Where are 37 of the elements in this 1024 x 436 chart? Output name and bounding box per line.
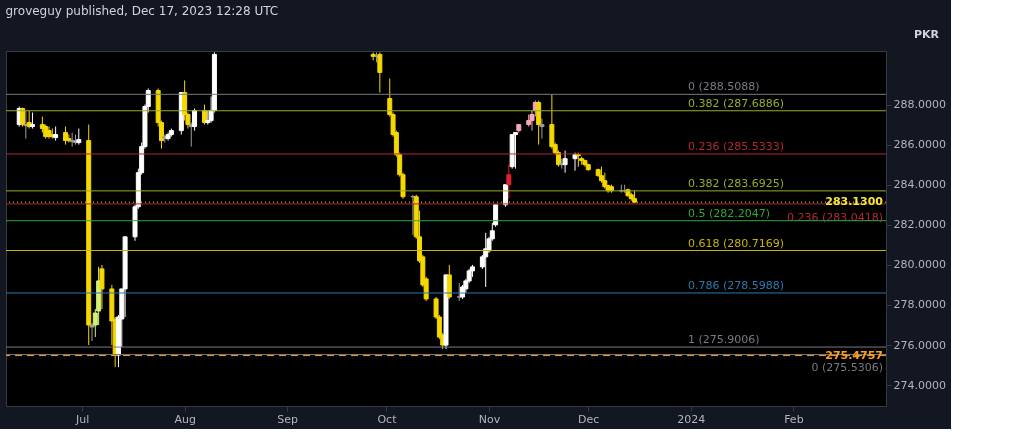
- ref-line-label: 283.1300: [825, 195, 884, 209]
- ref-line-label: 1 (275.9006): [688, 333, 760, 347]
- y-tick-label: 286.0000: [893, 138, 946, 152]
- ref-line-label: 0.236 (285.5333): [688, 139, 785, 153]
- y-tick-label: 288.0000: [893, 98, 946, 112]
- ref-line-label: 0.618 (280.7169): [688, 236, 785, 250]
- x-tick-label: Oct: [377, 412, 398, 426]
- ref-line-label: 0.5 (282.2047): [688, 206, 771, 220]
- x-tick-label: Dec: [578, 412, 600, 426]
- ref-line-label: 0.786 (278.5988): [688, 278, 785, 292]
- y-tick-label: 284.0000: [893, 178, 946, 192]
- x-tick-label: Aug: [174, 412, 196, 426]
- candlestick: [539, 118, 545, 140]
- candlestick: [446, 264, 452, 300]
- ref-line-label: 0 (275.5306): [811, 361, 883, 375]
- candlestick: [66, 134, 72, 144]
- candlestick: [99, 264, 105, 310]
- x-tick-label: Nov: [478, 412, 501, 426]
- y-tick-label: 274.0000: [893, 378, 946, 392]
- x-tick-label: Sep: [277, 412, 299, 426]
- candlestick: [506, 164, 512, 200]
- y-tick-label: 278.0000: [893, 298, 946, 312]
- chart-title: groveguy published, Dec 17, 2023 12:28 UTC: [5, 4, 279, 18]
- x-tick-label: Feb: [784, 412, 804, 426]
- y-tick-label: 280.0000: [893, 258, 946, 272]
- ref-line-label: 0.382 (287.6886): [688, 96, 785, 110]
- x-tick-label: Jul: [74, 412, 90, 426]
- ref-line-label: 0 (288.5088): [688, 80, 760, 94]
- x-tick-label: 2024: [677, 412, 706, 426]
- ref-line-label: 0.382 (283.6925): [688, 176, 785, 190]
- y-tick-label: 276.0000: [893, 338, 946, 352]
- candlestick: [192, 108, 198, 132]
- y-tick-label: 282.0000: [893, 218, 946, 232]
- y-axis-title: PKR: [913, 27, 940, 41]
- candlestick: [549, 94, 555, 150]
- ref-line-label: 275.4757: [825, 348, 883, 362]
- candlestick: [89, 322, 95, 342]
